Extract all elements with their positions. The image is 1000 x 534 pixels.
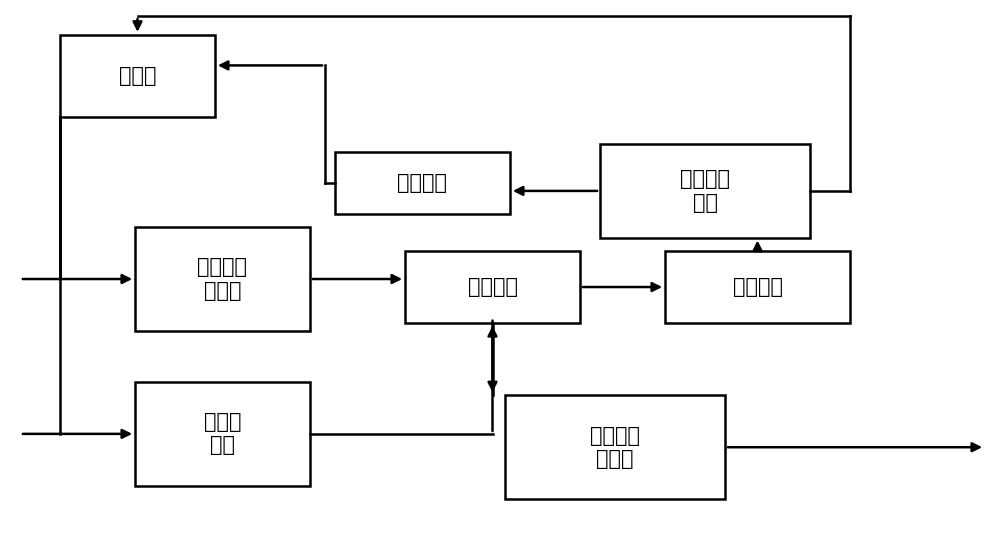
Bar (60, 35, 215, 117)
Bar (600, 144, 810, 238)
Text: 延时调制: 延时调制 (468, 277, 518, 297)
Bar (405, 251, 580, 323)
Bar (665, 251, 850, 323)
Bar (135, 227, 310, 331)
Text: 比较器: 比较器 (119, 66, 156, 86)
Text: 混沌映射: 混沌映射 (398, 173, 448, 193)
Bar (135, 382, 310, 486)
Text: 数字信
号源: 数字信 号源 (204, 412, 241, 456)
Text: 混沌时钟
脉冲源: 混沌时钟 脉冲源 (198, 257, 248, 301)
Text: 积分电路: 积分电路 (733, 277, 783, 297)
Text: 脉冲信号
发生器: 脉冲信号 发生器 (590, 426, 640, 469)
Text: 采样保持
电路: 采样保持 电路 (680, 169, 730, 213)
Bar (505, 395, 725, 499)
Bar (335, 152, 510, 214)
